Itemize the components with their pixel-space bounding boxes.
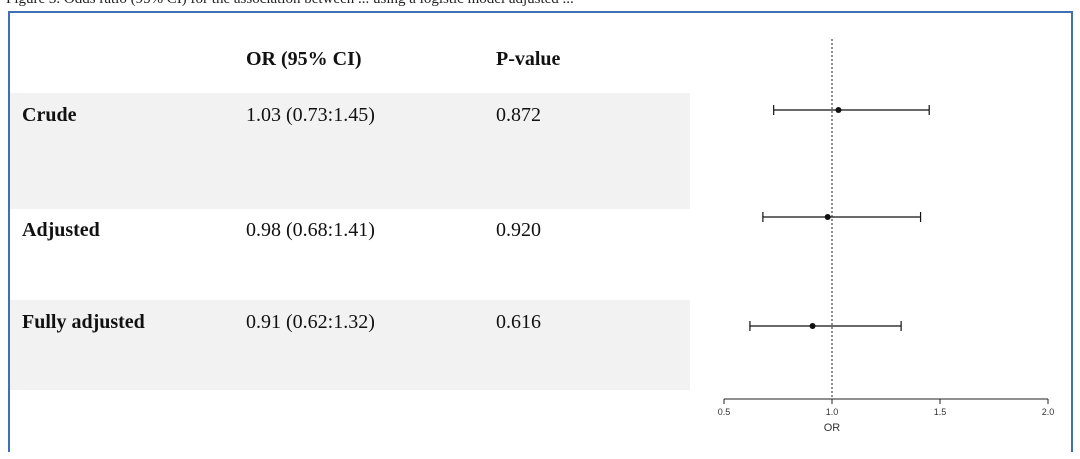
figure-frame <box>8 11 1073 452</box>
estimate-point-adjusted <box>824 214 831 220</box>
row-shade-crude <box>10 93 690 209</box>
header-or-ci: OR (95% CI) <box>246 48 362 70</box>
row-label-adjusted: Adjusted <box>22 219 100 241</box>
or-ci-crude: 1.03 (0.73:1.45) <box>246 104 375 126</box>
estimate-point-fully-adjusted <box>809 323 816 329</box>
results-table: OR (95% CI) P-value Crude 1.03 (0.73:1.4… <box>10 13 690 454</box>
forest-plot-svg: 0.5 1.0 1.5 2.0 OR <box>718 39 1055 434</box>
row-label-crude: Crude <box>22 104 77 126</box>
forest-plot: 0.5 1.0 1.5 2.0 OR <box>690 13 1070 454</box>
row-shade-fully-adjusted <box>10 300 690 390</box>
x-tick-label-2: 1.5 <box>934 407 947 417</box>
row-label-fully-adjusted: Fully adjusted <box>22 311 145 333</box>
x-tick-label-0: 0.5 <box>718 407 731 417</box>
p-value-adjusted: 0.920 <box>496 219 541 241</box>
p-value-fully-adjusted: 0.616 <box>496 311 541 333</box>
x-tick-label-1: 1.0 <box>826 407 839 417</box>
x-tick-label-3: 2.0 <box>1042 407 1055 417</box>
estimate-point-crude <box>835 107 842 113</box>
x-axis-title: OR <box>824 422 841 434</box>
p-value-crude: 0.872 <box>496 104 541 126</box>
figure-caption: Figure 3. Odds ratio (95% CI) for the as… <box>6 0 1076 11</box>
or-ci-fully-adjusted: 0.91 (0.62:1.32) <box>246 311 375 333</box>
header-p-value: P-value <box>496 48 561 70</box>
or-ci-adjusted: 0.98 (0.68:1.41) <box>246 219 375 241</box>
